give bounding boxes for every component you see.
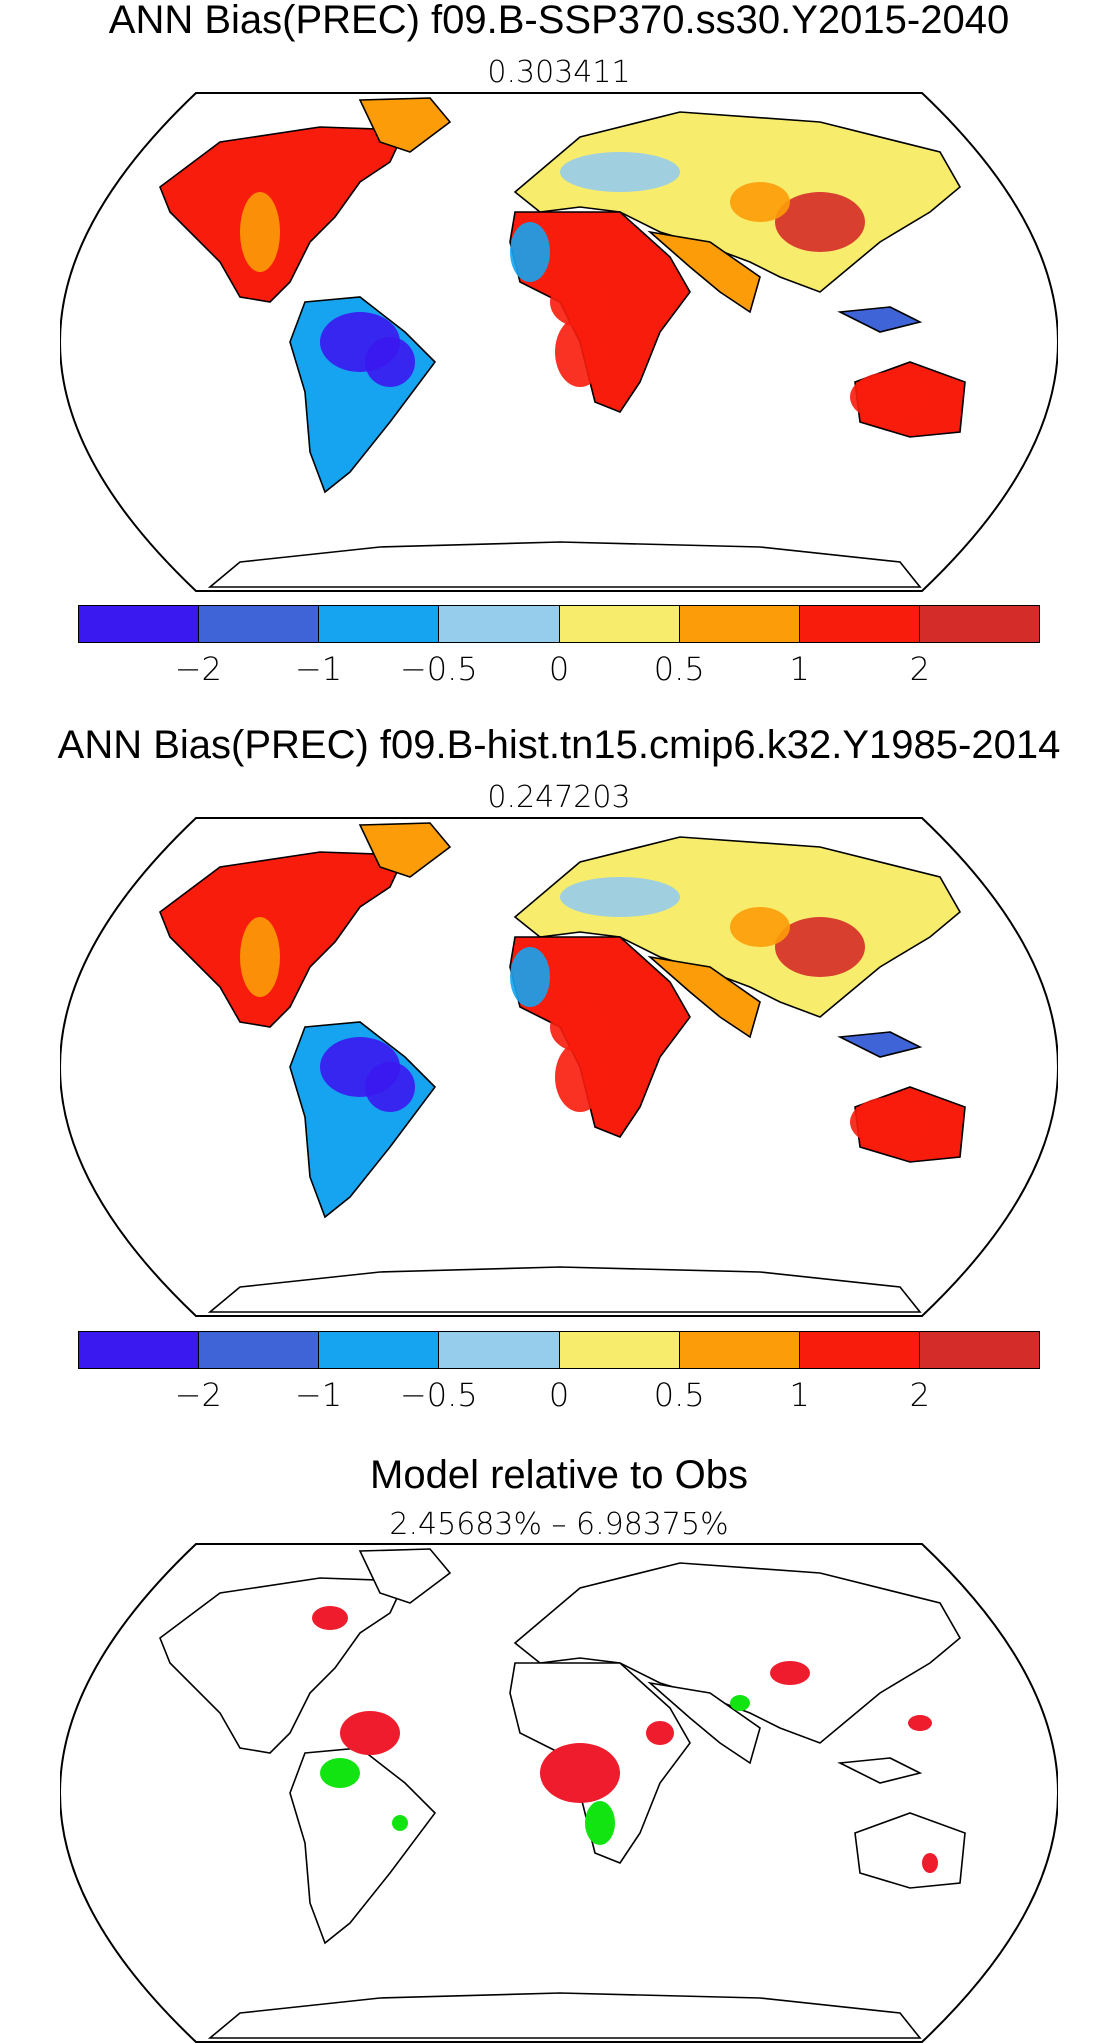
continent-outline	[159, 851, 407, 1028]
continent-outline	[358, 822, 452, 878]
bias-region	[365, 337, 415, 387]
colorbar-tick-label: −1	[294, 650, 343, 688]
continent-outline	[647, 230, 761, 314]
colorbar-segment	[679, 1332, 800, 1368]
colorbar-tick-label: −1	[294, 1376, 343, 1414]
map-title-1: ANN Bias(PREC) f09.B-SSP370.ss30.Y2015-2…	[108, 0, 1010, 42]
colorbar-segment	[319, 1332, 440, 1368]
colorbar-segment	[79, 1332, 200, 1368]
bias-region	[775, 917, 865, 977]
continent-outline	[207, 541, 922, 588]
bias-map-hist	[60, 817, 1058, 1317]
bias-region	[550, 1002, 610, 1052]
continent-outline	[159, 126, 407, 303]
worse-region	[340, 1711, 400, 1755]
map-title-3: Model relative to Obs	[370, 1453, 748, 1497]
colorbar-tick-label: −2	[174, 1376, 222, 1414]
bias-region	[510, 947, 550, 1007]
bias-region	[560, 152, 680, 192]
bias-region	[730, 907, 790, 947]
continent-outline	[207, 1992, 922, 2039]
colorbar-segment	[919, 1332, 1039, 1368]
better-region	[730, 1695, 750, 1711]
continent-outline	[358, 97, 452, 153]
colorbar-1	[78, 605, 1040, 643]
colorbar-segment	[319, 606, 440, 642]
bias-region	[555, 317, 605, 387]
colorbar-tick-label: 0.5	[653, 650, 705, 688]
colorbar-segment	[799, 606, 920, 642]
colorbar-segment	[679, 606, 800, 642]
worse-region	[770, 1661, 810, 1685]
relative-map	[60, 1543, 1058, 2043]
bias-region	[240, 917, 280, 997]
colorbar-tick-label: 0	[548, 1376, 570, 1414]
colorbar-segment	[79, 606, 200, 642]
bias-map-ssp370	[60, 92, 1058, 592]
bias-region	[560, 877, 680, 917]
colorbar-segment	[439, 1332, 560, 1368]
map-value-1: 0.303411	[487, 55, 631, 90]
bias-region	[550, 277, 610, 327]
bias-region	[240, 192, 280, 272]
colorbar-tick-label: −0.5	[399, 1376, 478, 1414]
relative-field	[159, 1548, 966, 2039]
colorbar-segment	[439, 606, 560, 642]
bias-region	[730, 182, 790, 222]
colorbar-tick-label: 0	[548, 650, 570, 688]
continent-outline	[289, 1747, 437, 1945]
worse-region	[922, 1853, 938, 1873]
worse-region	[908, 1715, 932, 1731]
colorbar-tick-label: −0.5	[399, 650, 478, 688]
colorbar-segment	[799, 1332, 920, 1368]
bias-field	[159, 822, 966, 1313]
continent-outline	[854, 1812, 966, 1889]
map-value-3: 2.45683% – 6.98375%	[389, 1507, 729, 1542]
colorbar-segment	[559, 1332, 680, 1368]
continent-outline	[837, 1031, 923, 1058]
worse-region	[540, 1743, 620, 1803]
bias-region	[850, 1097, 930, 1147]
map-title-2: ANN Bias(PREC) f09.B-hist.tn15.cmip6.k32…	[57, 723, 1061, 767]
continent-outline	[647, 1681, 761, 1765]
map-value-2: 0.247203	[487, 780, 631, 815]
worse-region	[312, 1606, 348, 1630]
colorbar-tick-label: 1	[789, 1376, 810, 1414]
continent-outline	[513, 1562, 962, 1744]
colorbar-2	[78, 1331, 1040, 1369]
worse-region	[646, 1721, 674, 1745]
continent-outline	[358, 1548, 452, 1604]
bias-region	[365, 1062, 415, 1112]
bias-region	[510, 222, 550, 282]
bias-region	[775, 192, 865, 252]
colorbar-tick-label: 1	[789, 650, 810, 688]
better-region	[392, 1815, 408, 1831]
colorbar-tick-label: 0.5	[653, 1376, 705, 1414]
bias-field	[159, 97, 966, 588]
better-region	[320, 1758, 360, 1788]
better-region	[585, 1801, 615, 1845]
bias-region	[555, 1042, 605, 1112]
continent-outline	[647, 955, 761, 1039]
colorbar-segment	[919, 606, 1039, 642]
continent-outline	[837, 1757, 923, 1784]
bias-region	[850, 372, 930, 422]
continent-outline	[837, 306, 923, 333]
colorbar-tick-label: −2	[174, 650, 222, 688]
colorbar-tick-label: 2	[909, 1376, 930, 1414]
continent-outline	[207, 1266, 922, 1313]
colorbar-segment	[199, 1332, 320, 1368]
colorbar-segment	[199, 606, 320, 642]
colorbar-segment	[559, 606, 680, 642]
colorbar-tick-label: 2	[909, 650, 930, 688]
